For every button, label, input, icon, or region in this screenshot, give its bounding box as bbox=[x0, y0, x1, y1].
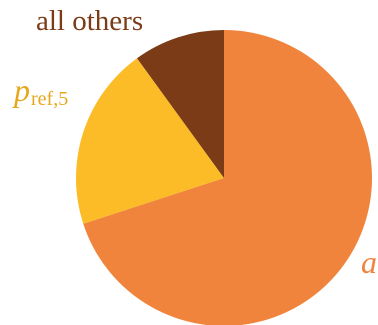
slice-label-pref5-sub: ref,5 bbox=[31, 88, 68, 110]
slice-label-pref5-main: p bbox=[12, 72, 30, 108]
pie-slice-3 bbox=[137, 30, 224, 178]
slice-label-all-others: all others bbox=[36, 5, 143, 37]
slice-label-a: a bbox=[361, 244, 377, 280]
pie-slice-1 bbox=[83, 30, 372, 325]
pie-slices bbox=[75, 30, 372, 325]
slice-label-pref5: pref,5 bbox=[12, 72, 68, 110]
pie-slice-2 bbox=[75, 58, 224, 224]
